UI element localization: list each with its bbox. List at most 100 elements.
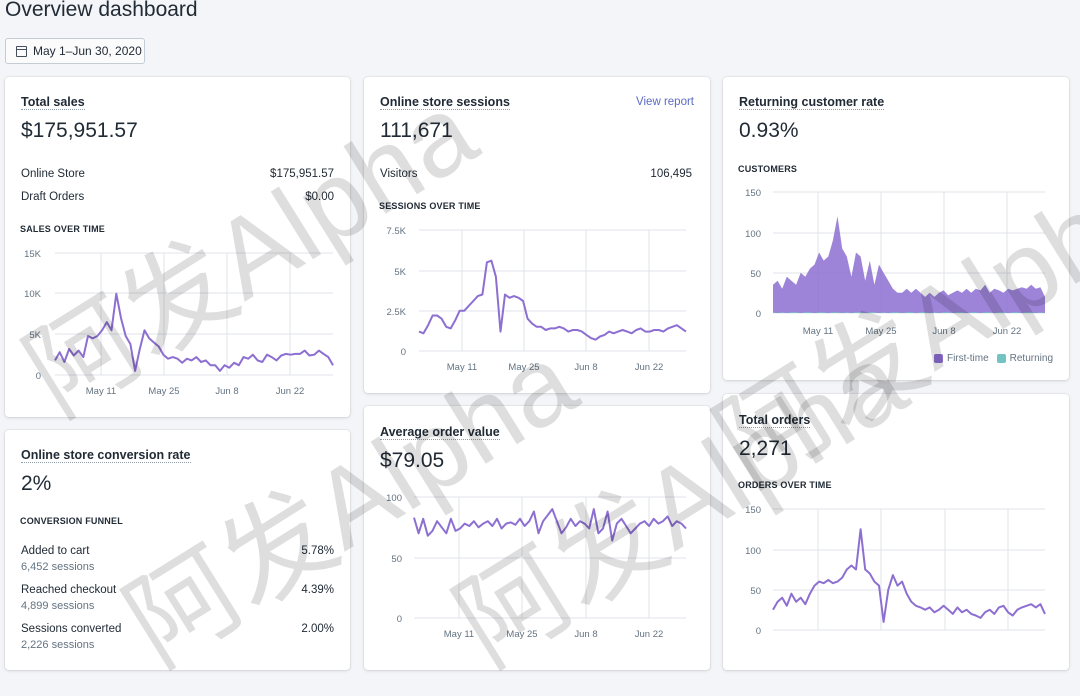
customers-chart: 150 100 50 0 May 11 May 25 Jun 8 Jun 22: [745, 188, 1045, 337]
series-line: [772, 528, 1046, 623]
x-tick: May 11: [447, 362, 477, 373]
reached-checkout-sessions: 4,899 sessions: [21, 600, 95, 612]
visitors-label: Visitors: [380, 168, 418, 180]
series-line: [54, 292, 334, 372]
draft-orders-value: $0.00: [305, 191, 334, 203]
total-orders-card: Total orders 2,271 ORDERS OVER TIME 150 …: [723, 394, 1069, 670]
y-tick: 0: [401, 347, 406, 358]
x-tick: May 25: [148, 386, 179, 397]
added-to-cart-label: Added to cart: [21, 545, 90, 557]
gridlines: [773, 508, 1045, 631]
returning-title[interactable]: Returning customer rate: [739, 95, 885, 110]
y-tick: 0: [397, 614, 402, 625]
x-tick: May 25: [508, 362, 539, 373]
total-sales-title[interactable]: Total sales: [21, 95, 85, 110]
x-tick: Jun 8: [574, 362, 597, 373]
y-tick: 100: [386, 493, 402, 504]
x-axis: May 11 May 25 Jun 8 Jun 22: [803, 326, 1021, 337]
sessions-converted-value: 2.00%: [301, 623, 334, 635]
x-tick: May 25: [865, 326, 896, 337]
x-axis: May 11 May 25 Jun 8 Jun 22: [444, 629, 663, 640]
y-tick: 5K: [29, 330, 41, 341]
conversion-value: 2%: [21, 472, 52, 495]
y-tick: 2.5K: [386, 307, 406, 318]
y-tick: 10K: [24, 289, 42, 300]
total-sales-value: $175,951.57: [21, 119, 138, 142]
y-tick: 15K: [24, 249, 42, 260]
gridlines: [419, 229, 686, 352]
x-tick: Jun 22: [993, 326, 1022, 337]
x-tick: Jun 22: [635, 362, 664, 373]
aov-chart: 100 50 0 May 11 May 25 Jun 8 Jun 22: [386, 493, 687, 640]
conversion-funnel-heading: CONVERSION FUNNEL: [20, 516, 123, 526]
sessions-converted-label: Sessions converted: [21, 623, 122, 635]
visitors-value: 106,495: [650, 168, 692, 180]
y-tick: 5K: [394, 267, 406, 278]
x-tick: May 11: [444, 629, 474, 640]
sessions-title[interactable]: Online store sessions: [380, 95, 510, 110]
y-axis: 150 100 50 0: [745, 188, 761, 320]
orders-value: 2,271: [739, 437, 792, 460]
series-line: [413, 508, 687, 542]
date-range-label: May 1–Jun 30, 2020: [33, 44, 142, 58]
sales-over-time-heading: SALES OVER TIME: [20, 224, 106, 234]
online-store-value: $175,951.57: [270, 168, 334, 180]
calendar-icon: [16, 45, 27, 57]
page-title: Overview dashboard: [5, 0, 198, 21]
view-report-link[interactable]: View report: [636, 96, 694, 108]
x-tick: May 25: [506, 629, 537, 640]
customers-heading: CUSTOMERS: [738, 164, 798, 174]
x-tick: Jun 22: [276, 386, 305, 397]
sessions-value: 111,671: [380, 119, 453, 142]
series-area-returning: [773, 312, 1045, 313]
x-tick: May 11: [803, 326, 833, 337]
aov-title[interactable]: Average order value: [380, 425, 500, 440]
added-to-cart-value: 5.78%: [301, 545, 334, 557]
y-tick: 150: [745, 188, 761, 199]
sessions-converted-sessions: 2,226 sessions: [21, 639, 95, 651]
y-tick: 50: [750, 586, 761, 597]
y-tick: 0: [756, 309, 761, 320]
legend-first-time: First-time: [946, 353, 989, 364]
y-axis: 100 50 0: [386, 493, 402, 625]
total-sales-card: Total sales $175,951.57 Online Store $17…: [5, 77, 350, 417]
conversion-rate-card: Online store conversion rate 2% CONVERSI…: [5, 430, 350, 670]
y-tick: 0: [756, 626, 761, 637]
chart-legend: First-time Returning: [933, 353, 1053, 364]
legend-returning: Returning: [1009, 353, 1053, 364]
series-line: [418, 259, 687, 341]
y-tick: 50: [750, 269, 761, 280]
x-tick: Jun 22: [635, 629, 664, 640]
x-axis: May 11 May 25 Jun 8 Jun 22: [86, 386, 304, 397]
y-tick: 150: [745, 505, 761, 516]
sessions-card: Online store sessions View report 111,67…: [364, 77, 710, 393]
online-store-label: Online Store: [21, 168, 85, 180]
y-tick: 50: [391, 554, 402, 565]
y-axis: 15K 10K 5K 0: [24, 249, 42, 382]
y-tick: 0: [36, 371, 41, 382]
date-range-button[interactable]: May 1–Jun 30, 2020: [5, 38, 145, 64]
sessions-over-time-heading: SESSIONS OVER TIME: [379, 201, 481, 211]
y-tick: 100: [745, 229, 761, 240]
reached-checkout-label: Reached checkout: [21, 584, 117, 596]
orders-over-time-heading: ORDERS OVER TIME: [738, 480, 832, 490]
sales-over-time-chart: 15K 10K 5K 0 May 11 May 25 Jun 8 Jun 22: [24, 249, 334, 397]
added-to-cart-sessions: 6,452 sessions: [21, 561, 95, 573]
aov-value: $79.05: [380, 449, 445, 472]
orders-over-time-chart: 150 100 50 0: [745, 505, 1046, 637]
conversion-title[interactable]: Online store conversion rate: [21, 448, 191, 463]
y-tick: 100: [745, 546, 761, 557]
x-tick: Jun 8: [215, 386, 238, 397]
returning-swatch: [996, 354, 1006, 363]
x-tick: Jun 8: [932, 326, 955, 337]
gridlines: [414, 496, 686, 619]
first-time-swatch: [933, 354, 943, 363]
series-area-first-time: [773, 216, 1045, 313]
orders-title[interactable]: Total orders: [739, 413, 811, 428]
y-axis: 150 100 50 0: [745, 505, 761, 637]
gridlines: [55, 252, 333, 376]
returning-customer-card: Returning customer rate 0.93% CUSTOMERS …: [723, 77, 1069, 380]
sessions-over-time-chart: 7.5K 5K 2.5K 0 May 11 May 25 Jun 8 Jun 2…: [386, 226, 687, 373]
x-axis: May 11 May 25 Jun 8 Jun 22: [447, 362, 663, 373]
returning-value: 0.93%: [739, 119, 799, 142]
